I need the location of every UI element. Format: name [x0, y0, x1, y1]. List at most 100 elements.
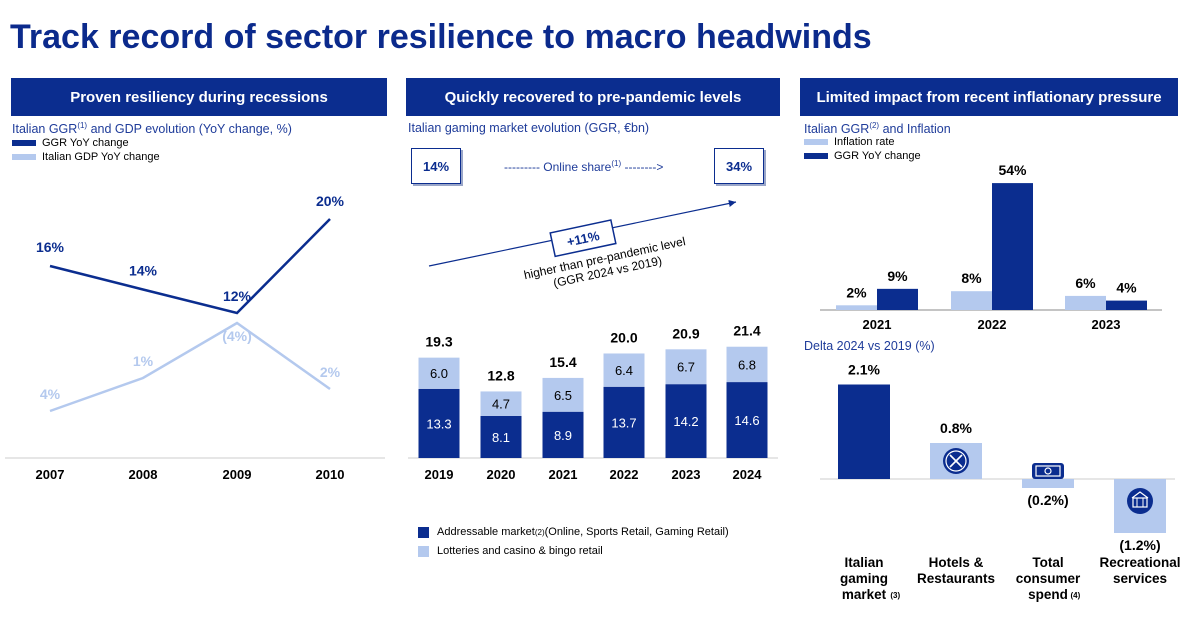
data-label: 14.2 — [673, 414, 698, 429]
data-label: 2% — [320, 364, 341, 380]
x-tick-label: 2007 — [36, 467, 65, 482]
recreation-icon — [1127, 488, 1153, 514]
x-tick-label: 2021 — [863, 317, 892, 332]
bar-delta — [1022, 479, 1074, 488]
data-label: 2.1% — [848, 362, 880, 378]
category-label: gaming — [840, 571, 888, 586]
category-label: consumer — [1016, 571, 1081, 586]
data-label: (1.2%) — [1119, 537, 1160, 553]
total-label: 19.3 — [425, 334, 452, 350]
bar-lotteries — [726, 346, 768, 383]
panel1-legend-ggr: GGR YoY change — [12, 137, 129, 149]
bar-inflation — [951, 291, 992, 310]
data-label: 13.3 — [426, 416, 451, 431]
data-label: 1% — [133, 353, 154, 369]
bar-ggr — [877, 288, 918, 310]
panel3-legend-inflation: Inflation rate — [804, 136, 895, 148]
bar-lotteries — [542, 377, 584, 412]
x-tick-label: 2010 — [316, 467, 345, 482]
series-line-gdp — [49, 321, 331, 413]
legend-swatch — [12, 154, 36, 160]
bar-lotteries — [603, 353, 645, 387]
data-label: 6.7 — [677, 360, 695, 375]
data-label: 8% — [961, 270, 982, 286]
category-label: services — [1113, 571, 1167, 586]
total-label: 12.8 — [487, 367, 514, 383]
data-label: 6% — [1075, 275, 1096, 291]
bar-inflation — [836, 305, 877, 310]
panel1-subtitle: Italian GGR(1) and GDP evolution (YoY ch… — [12, 121, 292, 137]
x-tick-label: 2022 — [610, 467, 639, 482]
x-tick-label: 2022 — [978, 317, 1007, 332]
restaurant-icon — [943, 448, 969, 474]
x-tick-label: 2019 — [425, 467, 454, 482]
legend-swatch — [418, 526, 429, 538]
stacked-bar-chart: 13.3 6.0 19.3 2019 8.1 4.7 12.8 2020 8.9 6.5 15.4 2… — [408, 323, 778, 482]
legend-swatch — [804, 139, 828, 145]
category-footnote: (4) — [1071, 591, 1081, 600]
page-title: Track record of sector resilience to mac… — [10, 18, 872, 56]
data-label: 6.5 — [554, 388, 572, 403]
bar-delta — [838, 384, 890, 479]
bar-lotteries — [418, 357, 460, 389]
x-tick-label: 2020 — [487, 467, 516, 482]
bar-lotteries — [480, 391, 522, 416]
data-label: 2% — [846, 284, 867, 300]
data-label: 4.7 — [492, 397, 510, 412]
panel2-subtitle: Italian gaming market evolution (GGR, €b… — [408, 121, 650, 135]
growth-badge: +11% — [565, 228, 601, 250]
data-label: 14.6 — [734, 413, 759, 428]
data-label: 6.4 — [615, 363, 633, 378]
bar-inflation — [1065, 295, 1106, 310]
category-label: spend — [1028, 587, 1068, 602]
data-label: 13.7 — [611, 415, 636, 430]
category-label: Italian — [844, 555, 883, 570]
x-tick-label: 2009 — [223, 467, 252, 482]
x-tick-label: 2023 — [1092, 317, 1121, 332]
online-share-end-box: 34% — [714, 148, 764, 184]
data-label: 9% — [887, 268, 908, 284]
bar-addressable — [480, 415, 522, 458]
panel-header-inflation: Limited impact from recent inflationary … — [800, 78, 1178, 116]
data-label: 0.8% — [940, 420, 972, 436]
bar-addressable — [603, 386, 645, 458]
data-label: 12% — [223, 288, 252, 304]
total-label: 15.4 — [549, 354, 576, 370]
category-label: Recreational — [1099, 555, 1180, 570]
panel2-legend-lotteries: Lotteries and casino & bingo retail — [418, 545, 603, 557]
online-share-start-box: 14% — [411, 148, 461, 184]
data-label: 6.8 — [738, 357, 756, 372]
online-share-label: --------- Online share(1) --------> — [504, 159, 664, 174]
delta-subtitle: Delta 2024 vs 2019 (%) — [804, 339, 935, 353]
data-label: 4% — [1116, 280, 1137, 296]
bar-ggr — [1106, 300, 1147, 310]
bar-addressable — [542, 411, 584, 458]
x-tick-label: 2023 — [672, 467, 701, 482]
total-label: 21.4 — [733, 323, 760, 339]
data-label: 20% — [316, 193, 345, 209]
legend-swatch — [12, 140, 36, 146]
category-label: Restaurants — [917, 571, 995, 586]
data-label: 16% — [36, 239, 65, 255]
data-label: 54% — [998, 162, 1027, 178]
series-line-ggr — [49, 218, 331, 315]
x-tick-label: 2024 — [733, 467, 763, 482]
data-label: 4% — [40, 386, 61, 402]
panel-header-recessions: Proven resiliency during recessions — [11, 78, 387, 116]
data-label: 8.9 — [554, 428, 572, 443]
legend-swatch — [418, 545, 429, 557]
panel1-legend-gdp: Italian GDP YoY change — [12, 151, 160, 163]
total-label: 20.9 — [672, 325, 699, 341]
category-footnote: (3) — [890, 591, 900, 600]
total-label: 20.0 — [610, 329, 637, 345]
x-tick-label: 2008 — [129, 467, 158, 482]
data-label: (4%) — [222, 328, 252, 344]
growth-badge-box — [549, 219, 617, 258]
data-label: (0.2%) — [1027, 492, 1068, 508]
data-label: 6.0 — [430, 366, 448, 381]
panel2-legend-addressable: Addressable market (2) (Online, Sports Re… — [418, 526, 729, 538]
category-label: Hotels & — [929, 555, 984, 570]
